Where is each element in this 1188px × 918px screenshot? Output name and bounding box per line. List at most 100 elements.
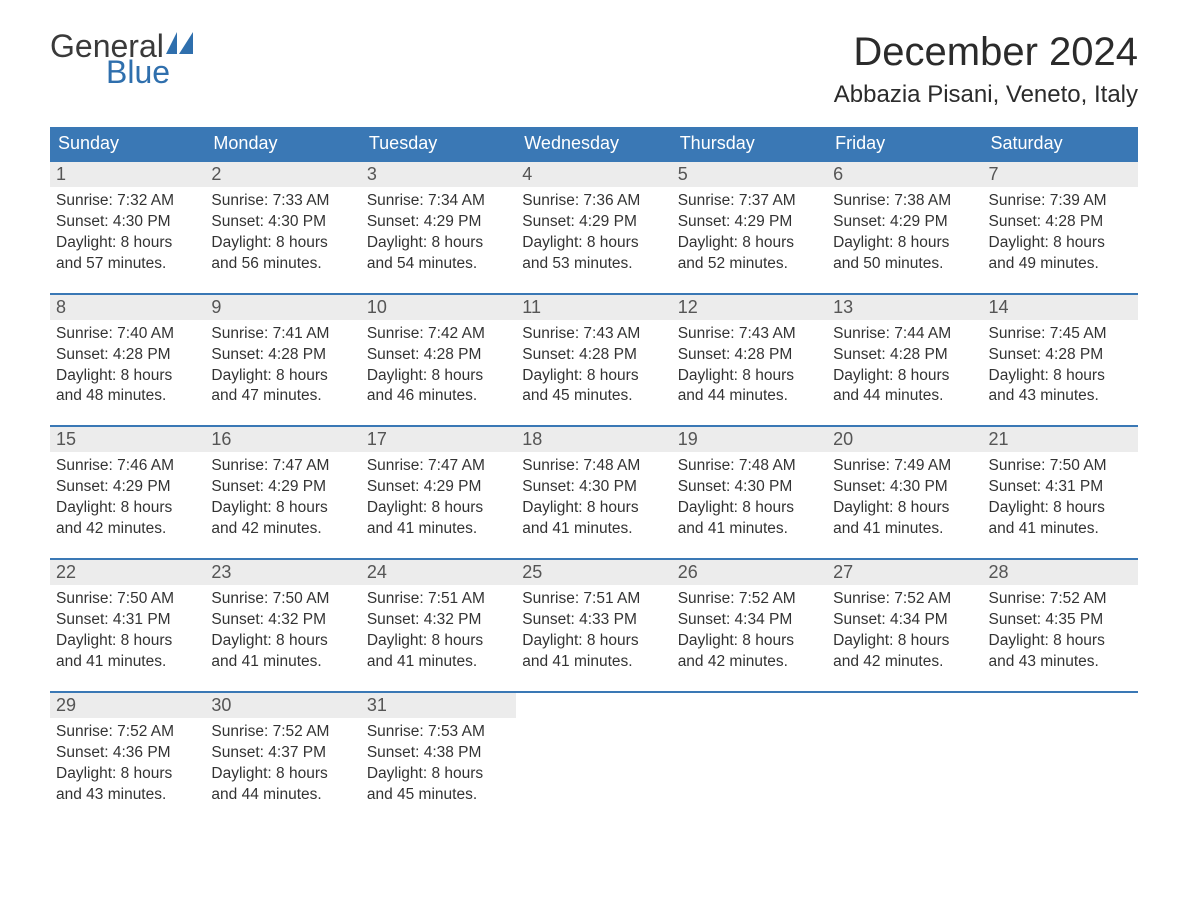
sunrise-line: Sunrise: 7:45 AM bbox=[989, 324, 1132, 345]
sunrise-line: Sunrise: 7:43 AM bbox=[522, 324, 665, 345]
day-body: Sunrise: 7:53 AMSunset: 4:38 PMDaylight:… bbox=[361, 718, 516, 810]
sunrise-line: Sunrise: 7:42 AM bbox=[367, 324, 510, 345]
sunset-line: Sunset: 4:33 PM bbox=[522, 610, 665, 631]
location-subtitle: Abbazia Pisani, Veneto, Italy bbox=[834, 81, 1138, 109]
day2-line: and 41 minutes. bbox=[989, 519, 1132, 540]
sunrise-line: Sunrise: 7:48 AM bbox=[678, 456, 821, 477]
sunset-line: Sunset: 4:29 PM bbox=[833, 212, 976, 233]
sunrise-line: Sunrise: 7:46 AM bbox=[56, 456, 199, 477]
day-body: Sunrise: 7:38 AMSunset: 4:29 PMDaylight:… bbox=[827, 187, 982, 279]
day1-line: Daylight: 8 hours bbox=[56, 631, 199, 652]
day1-line: Daylight: 8 hours bbox=[833, 498, 976, 519]
day-cell: 27Sunrise: 7:52 AMSunset: 4:34 PMDayligh… bbox=[827, 560, 982, 677]
day2-line: and 47 minutes. bbox=[211, 386, 354, 407]
day-body: Sunrise: 7:37 AMSunset: 4:29 PMDaylight:… bbox=[672, 187, 827, 279]
day2-line: and 57 minutes. bbox=[56, 254, 199, 275]
day-cell: 29Sunrise: 7:52 AMSunset: 4:36 PMDayligh… bbox=[50, 693, 205, 810]
sunset-line: Sunset: 4:29 PM bbox=[56, 477, 199, 498]
day2-line: and 48 minutes. bbox=[56, 386, 199, 407]
day-number: 5 bbox=[672, 162, 827, 187]
day-body: Sunrise: 7:33 AMSunset: 4:30 PMDaylight:… bbox=[205, 187, 360, 279]
day-cell: 5Sunrise: 7:37 AMSunset: 4:29 PMDaylight… bbox=[672, 162, 827, 279]
day1-line: Daylight: 8 hours bbox=[56, 233, 199, 254]
day-body: Sunrise: 7:50 AMSunset: 4:31 PMDaylight:… bbox=[983, 452, 1138, 544]
sunset-line: Sunset: 4:38 PM bbox=[367, 743, 510, 764]
day2-line: and 42 minutes. bbox=[678, 652, 821, 673]
sunrise-line: Sunrise: 7:33 AM bbox=[211, 191, 354, 212]
day-number: 21 bbox=[983, 427, 1138, 452]
day1-line: Daylight: 8 hours bbox=[833, 631, 976, 652]
sunset-line: Sunset: 4:34 PM bbox=[678, 610, 821, 631]
day-number: 22 bbox=[50, 560, 205, 585]
day2-line: and 53 minutes. bbox=[522, 254, 665, 275]
dayhead-thursday: Thursday bbox=[672, 127, 827, 160]
sunrise-line: Sunrise: 7:52 AM bbox=[678, 589, 821, 610]
day1-line: Daylight: 8 hours bbox=[367, 498, 510, 519]
day-body: Sunrise: 7:52 AMSunset: 4:36 PMDaylight:… bbox=[50, 718, 205, 810]
day-number: 6 bbox=[827, 162, 982, 187]
day1-line: Daylight: 8 hours bbox=[522, 498, 665, 519]
day-number: 25 bbox=[516, 560, 671, 585]
day1-line: Daylight: 8 hours bbox=[211, 764, 354, 785]
dayhead-wednesday: Wednesday bbox=[516, 127, 671, 160]
day-number bbox=[516, 693, 671, 718]
day-cell: 1Sunrise: 7:32 AMSunset: 4:30 PMDaylight… bbox=[50, 162, 205, 279]
sunset-line: Sunset: 4:32 PM bbox=[367, 610, 510, 631]
day1-line: Daylight: 8 hours bbox=[56, 498, 199, 519]
day2-line: and 41 minutes. bbox=[678, 519, 821, 540]
day-number: 19 bbox=[672, 427, 827, 452]
day1-line: Daylight: 8 hours bbox=[833, 366, 976, 387]
day-number: 17 bbox=[361, 427, 516, 452]
day1-line: Daylight: 8 hours bbox=[56, 764, 199, 785]
sunrise-line: Sunrise: 7:52 AM bbox=[989, 589, 1132, 610]
day-cell: 15Sunrise: 7:46 AMSunset: 4:29 PMDayligh… bbox=[50, 427, 205, 544]
day-number: 23 bbox=[205, 560, 360, 585]
day1-line: Daylight: 8 hours bbox=[678, 366, 821, 387]
brand-word2: Blue bbox=[106, 56, 194, 88]
sunrise-line: Sunrise: 7:32 AM bbox=[56, 191, 199, 212]
day-body: Sunrise: 7:52 AMSunset: 4:34 PMDaylight:… bbox=[672, 585, 827, 677]
day-body: Sunrise: 7:50 AMSunset: 4:31 PMDaylight:… bbox=[50, 585, 205, 677]
day2-line: and 41 minutes. bbox=[367, 652, 510, 673]
day2-line: and 42 minutes. bbox=[833, 652, 976, 673]
day-body: Sunrise: 7:40 AMSunset: 4:28 PMDaylight:… bbox=[50, 320, 205, 412]
day-body: Sunrise: 7:46 AMSunset: 4:29 PMDaylight:… bbox=[50, 452, 205, 544]
day-cell: 11Sunrise: 7:43 AMSunset: 4:28 PMDayligh… bbox=[516, 295, 671, 412]
day-body: Sunrise: 7:45 AMSunset: 4:28 PMDaylight:… bbox=[983, 320, 1138, 412]
day-cell: 10Sunrise: 7:42 AMSunset: 4:28 PMDayligh… bbox=[361, 295, 516, 412]
day1-line: Daylight: 8 hours bbox=[522, 233, 665, 254]
dayhead-friday: Friday bbox=[827, 127, 982, 160]
day-number: 11 bbox=[516, 295, 671, 320]
day-number: 20 bbox=[827, 427, 982, 452]
day-cell: 14Sunrise: 7:45 AMSunset: 4:28 PMDayligh… bbox=[983, 295, 1138, 412]
sunset-line: Sunset: 4:29 PM bbox=[522, 212, 665, 233]
day-number: 14 bbox=[983, 295, 1138, 320]
day2-line: and 44 minutes. bbox=[833, 386, 976, 407]
day-number: 27 bbox=[827, 560, 982, 585]
day2-line: and 43 minutes. bbox=[56, 785, 199, 806]
day-cell bbox=[827, 693, 982, 810]
day1-line: Daylight: 8 hours bbox=[367, 764, 510, 785]
day-number bbox=[672, 693, 827, 718]
brand-sail-icon bbox=[166, 32, 194, 58]
day-cell bbox=[672, 693, 827, 810]
day1-line: Daylight: 8 hours bbox=[989, 631, 1132, 652]
day-number: 24 bbox=[361, 560, 516, 585]
day2-line: and 43 minutes. bbox=[989, 652, 1132, 673]
day-cell: 17Sunrise: 7:47 AMSunset: 4:29 PMDayligh… bbox=[361, 427, 516, 544]
day-number: 16 bbox=[205, 427, 360, 452]
sunrise-line: Sunrise: 7:48 AM bbox=[522, 456, 665, 477]
day2-line: and 46 minutes. bbox=[367, 386, 510, 407]
day-body: Sunrise: 7:32 AMSunset: 4:30 PMDaylight:… bbox=[50, 187, 205, 279]
day2-line: and 49 minutes. bbox=[989, 254, 1132, 275]
day2-line: and 41 minutes. bbox=[367, 519, 510, 540]
day1-line: Daylight: 8 hours bbox=[833, 233, 976, 254]
sunrise-line: Sunrise: 7:36 AM bbox=[522, 191, 665, 212]
calendar: Sunday Monday Tuesday Wednesday Thursday… bbox=[50, 127, 1138, 809]
day2-line: and 52 minutes. bbox=[678, 254, 821, 275]
day-cell: 25Sunrise: 7:51 AMSunset: 4:33 PMDayligh… bbox=[516, 560, 671, 677]
sunset-line: Sunset: 4:35 PM bbox=[989, 610, 1132, 631]
day2-line: and 41 minutes. bbox=[56, 652, 199, 673]
sunset-line: Sunset: 4:28 PM bbox=[989, 212, 1132, 233]
day2-line: and 44 minutes. bbox=[211, 785, 354, 806]
